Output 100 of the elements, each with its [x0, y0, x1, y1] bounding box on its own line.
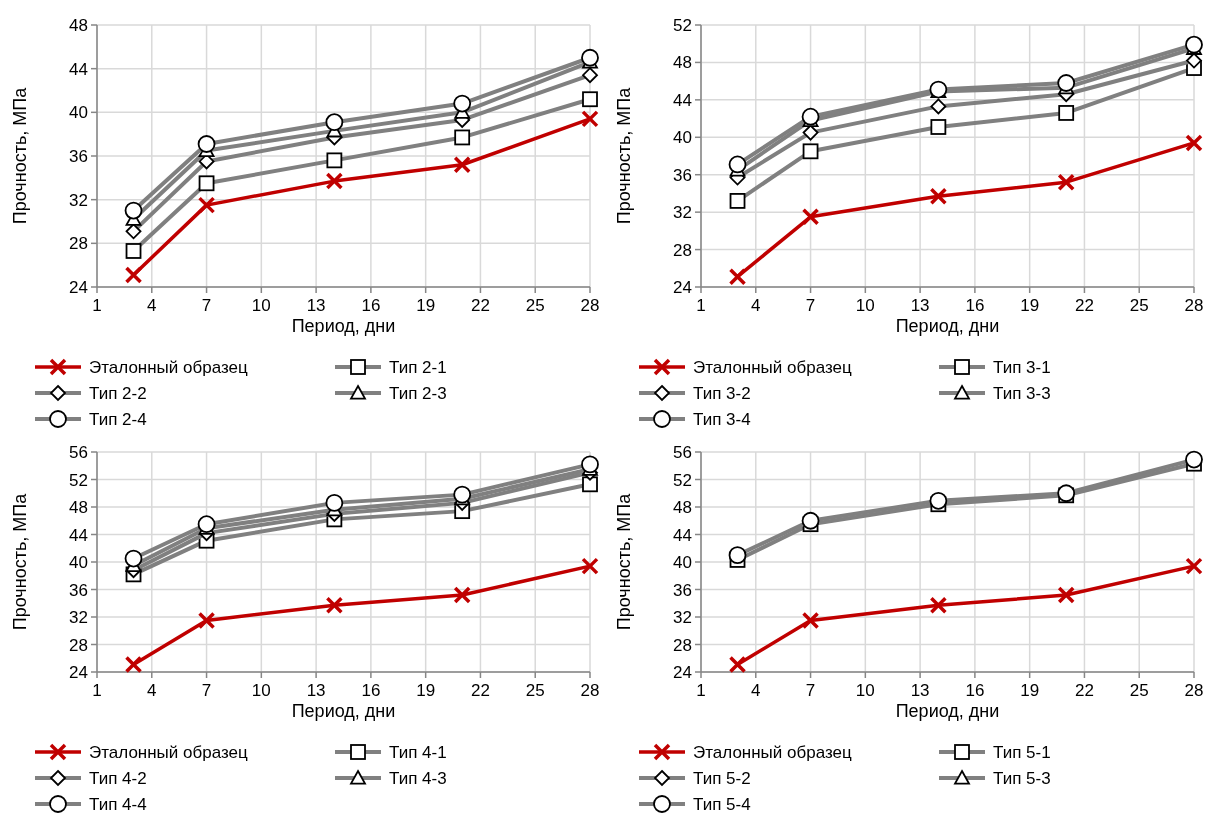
y-tick-label: 48: [69, 16, 88, 35]
x-tick-label: 4: [751, 296, 761, 315]
x-tick-label: 22: [470, 296, 490, 315]
y-tick-label: 32: [673, 203, 692, 223]
x-tick-label: 25: [1129, 681, 1149, 700]
legend-label: Тип 5-1: [993, 743, 1051, 762]
y-axis-title: Прочность, МПа: [614, 492, 634, 631]
y-tick-label: 24: [69, 278, 88, 297]
legend-label: Эталонный образец: [89, 358, 249, 377]
x-tick-label: 16: [965, 296, 985, 315]
x-tick-label: 13: [910, 681, 930, 700]
x-axis-title: Период, дни: [895, 316, 1000, 336]
x-tick-label: 7: [201, 296, 212, 315]
x-tick-label: 7: [805, 681, 816, 700]
x-axis-title: Период, дни: [895, 701, 1000, 721]
x-tick-label: 28: [580, 681, 600, 700]
legend-label: Тип 2-4: [89, 410, 147, 429]
legend-label: Тип 4-3: [389, 769, 447, 788]
legend-label: Тип 3-3: [993, 384, 1051, 403]
y-tick-label: 56: [69, 443, 88, 462]
x-tick-label: 25: [525, 296, 545, 315]
x-tick-label: 28: [1184, 681, 1204, 700]
x-tick-label: 16: [361, 681, 381, 700]
y-tick-label: 48: [673, 53, 692, 73]
x-tick-label: 16: [965, 681, 985, 700]
y-axis-title: Прочность, МПа: [614, 86, 634, 225]
legend-label: Тип 4-4: [89, 795, 147, 814]
x-axis-title: Период, дни: [291, 701, 396, 721]
y-tick-label: 24: [673, 278, 692, 297]
legend-label: Тип 4-2: [89, 769, 147, 788]
legend-label: Эталонный образец: [89, 743, 249, 762]
y-tick-label: 44: [673, 525, 692, 545]
y-tick-label: 48: [69, 498, 88, 517]
x-tick-label: 7: [805, 296, 816, 315]
x-tick-label: 25: [525, 681, 545, 700]
y-tick-label: 24: [673, 663, 692, 682]
legend-label: Тип 5-4: [693, 795, 751, 814]
y-tick-label: 36: [69, 580, 88, 600]
x-tick-label: 19: [416, 296, 436, 315]
legend-label: Тип 2-1: [389, 358, 447, 377]
x-tick-label: 10: [251, 296, 271, 315]
x-tick-label: 4: [147, 296, 157, 315]
y-tick-label: 32: [673, 608, 692, 627]
y-tick-label: 44: [69, 525, 88, 545]
y-tick-label: 52: [673, 470, 692, 490]
x-tick-label: 1: [696, 681, 706, 700]
y-tick-label: 28: [673, 635, 692, 655]
x-tick-label: 10: [251, 681, 271, 700]
legend-label: Тип 2-2: [89, 384, 147, 403]
x-tick-label: 19: [1020, 681, 1040, 700]
x-tick-label: 13: [306, 681, 326, 700]
x-tick-label: 22: [1074, 296, 1094, 315]
y-tick-label: 32: [69, 608, 88, 627]
x-tick-label: 1: [92, 681, 102, 700]
y-tick-label: 52: [673, 16, 692, 35]
y-axis-title: Прочность, МПа: [10, 492, 30, 631]
y-tick-label: 40: [673, 128, 692, 148]
x-tick-label: 7: [201, 681, 212, 700]
y-tick-label: 24: [69, 663, 88, 682]
y-tick-label: 52: [69, 470, 88, 490]
y-axis-title: Прочность, МПа: [10, 86, 30, 225]
legend-label: Тип 5-3: [993, 769, 1051, 788]
x-tick-label: 19: [1020, 296, 1040, 315]
y-tick-label: 36: [673, 580, 692, 600]
x-tick-label: 13: [306, 296, 326, 315]
x-tick-label: 28: [580, 296, 600, 315]
x-tick-label: 1: [92, 296, 102, 315]
y-tick-label: 44: [69, 59, 88, 79]
x-tick-label: 1: [696, 296, 706, 315]
x-tick-label: 28: [1184, 296, 1204, 315]
x-tick-label: 4: [751, 681, 761, 700]
y-tick-label: 28: [673, 240, 692, 260]
y-tick-label: 40: [69, 103, 88, 123]
y-tick-label: 28: [69, 635, 88, 655]
x-tick-label: 19: [416, 681, 436, 700]
x-tick-label: 22: [470, 681, 490, 700]
y-tick-label: 40: [69, 553, 88, 572]
legend-label: Эталонный образец: [693, 358, 853, 377]
legend-label: Тип 4-1: [389, 743, 447, 762]
y-tick-label: 40: [673, 553, 692, 572]
x-tick-label: 4: [147, 681, 157, 700]
x-tick-label: 10: [855, 681, 875, 700]
legend-label: Тип 5-2: [693, 769, 751, 788]
legend-label: Тип 2-3: [389, 384, 447, 403]
y-tick-label: 56: [673, 443, 692, 462]
x-tick-label: 10: [855, 296, 875, 315]
x-tick-label: 22: [1074, 681, 1094, 700]
y-tick-label: 48: [673, 498, 692, 517]
legend-label: Эталонный образец: [693, 743, 853, 762]
x-axis-title: Период, дни: [291, 316, 396, 336]
y-tick-label: 44: [673, 90, 692, 110]
y-tick-label: 36: [69, 147, 88, 166]
legend-label: Тип 3-2: [693, 384, 751, 403]
y-tick-label: 28: [69, 234, 88, 254]
legend-label: Тип 3-1: [993, 358, 1051, 377]
x-tick-label: 25: [1129, 296, 1149, 315]
y-tick-label: 36: [673, 165, 692, 185]
legend-label: Тип 3-4: [693, 410, 751, 429]
x-tick-label: 13: [910, 296, 930, 315]
x-tick-label: 16: [361, 296, 381, 315]
